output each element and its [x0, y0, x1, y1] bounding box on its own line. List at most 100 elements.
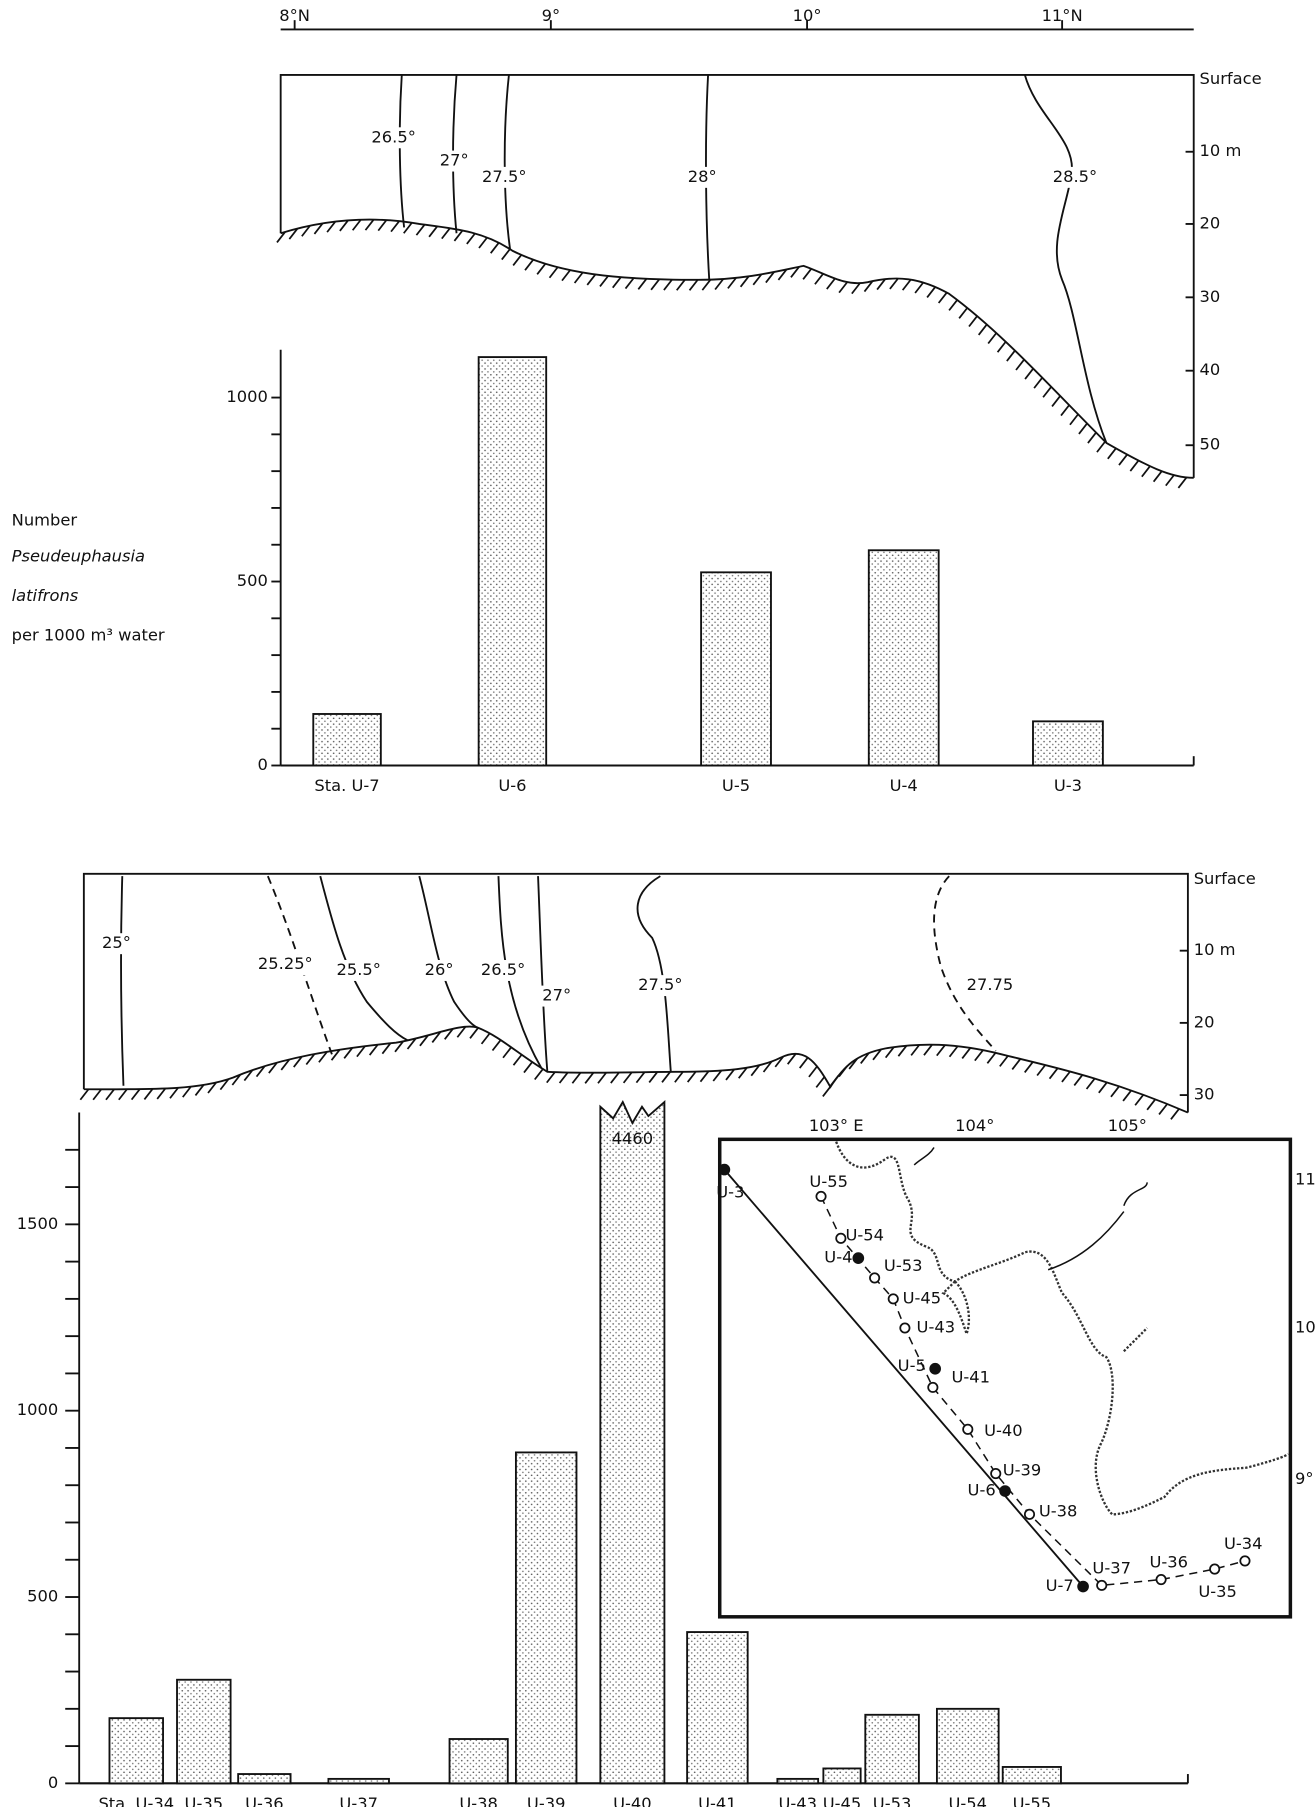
- hatch: [790, 266, 800, 278]
- hatch: [977, 323, 988, 336]
- hatch: [502, 1046, 512, 1059]
- x-tick-label: U-40: [613, 1794, 652, 1807]
- x-tick-label: U-6: [498, 776, 526, 795]
- hatch: [415, 224, 426, 236]
- hatch: [914, 281, 924, 294]
- x-tick-label: U-41: [698, 1794, 737, 1807]
- hatch: [584, 1072, 595, 1084]
- x-tick-label: U-3: [1054, 776, 1082, 795]
- hatch: [637, 278, 648, 290]
- x-tick-label: U-53: [873, 1794, 912, 1807]
- hatch: [822, 1085, 832, 1097]
- hatch: [712, 1070, 723, 1082]
- hatch: [829, 1075, 840, 1087]
- label-bg: [1049, 166, 1101, 188]
- x-tick-label: U-37: [339, 1794, 378, 1807]
- station-label: U-35: [1198, 1582, 1237, 1601]
- hatch: [536, 263, 547, 275]
- hatch: [663, 279, 673, 291]
- lon-label: 105°: [1108, 1116, 1147, 1135]
- bar: [700, 571, 772, 767]
- isotherm-label: 27°: [542, 986, 571, 1005]
- hatch: [1024, 368, 1034, 380]
- hatch: [1165, 474, 1175, 487]
- hatch: [725, 1068, 735, 1081]
- y-tick-label: 1000: [17, 1400, 58, 1419]
- hatch: [786, 1053, 797, 1065]
- depth-label: 10 m: [1200, 141, 1242, 160]
- hatch: [624, 277, 635, 290]
- station-label: U-41: [951, 1368, 990, 1387]
- hatch: [478, 236, 488, 249]
- hatch: [194, 1084, 205, 1096]
- hatch: [491, 1039, 502, 1052]
- hatch: [548, 266, 559, 279]
- y-axis-title: Number: [12, 510, 78, 529]
- hatch: [1152, 470, 1163, 483]
- hatch: [419, 1034, 429, 1047]
- hatch: [897, 1045, 908, 1057]
- hatch: [79, 1088, 90, 1101]
- hatch: [996, 341, 1007, 353]
- hatch: [1177, 476, 1188, 489]
- x-tick-label: U-55: [1013, 1794, 1052, 1807]
- x-tick-label: Sta. U-7: [314, 776, 379, 795]
- hatch: [923, 1044, 933, 1056]
- isotherm-label: 26°: [425, 960, 454, 979]
- hatch: [1042, 386, 1052, 398]
- label-bg: [531, 985, 583, 1007]
- hatch: [130, 1088, 141, 1101]
- depth-label: 30: [1194, 1085, 1215, 1104]
- label-bg: [634, 975, 686, 997]
- hatch: [876, 278, 886, 291]
- hatch: [727, 277, 737, 289]
- hatch: [1146, 1098, 1156, 1111]
- coastline: [835, 1141, 1290, 1516]
- station-label: U-5: [898, 1356, 926, 1375]
- hatch: [699, 1070, 710, 1083]
- isotherm: [933, 875, 997, 1052]
- bar: [237, 1773, 292, 1785]
- station-label: U-43: [917, 1317, 956, 1336]
- depth-label: 20: [1194, 1012, 1215, 1031]
- hatch: [622, 1071, 633, 1084]
- hatch: [1118, 454, 1128, 466]
- hatch: [926, 286, 936, 298]
- bar: [599, 1100, 666, 1785]
- hatch: [815, 1076, 826, 1088]
- x-tick-label: U-36: [245, 1794, 284, 1807]
- hatch: [561, 269, 571, 282]
- hatch: [1060, 404, 1070, 417]
- x-tick-label: U-5: [722, 776, 750, 795]
- station-label: U-45: [903, 1288, 942, 1307]
- hatch: [1024, 1061, 1034, 1073]
- hatch: [156, 1087, 167, 1100]
- hatch: [377, 219, 388, 232]
- station-open: [869, 1272, 881, 1284]
- label-bg: [478, 166, 530, 188]
- hatch: [1073, 1074, 1084, 1086]
- hatch: [1006, 350, 1016, 362]
- hatch: [701, 279, 712, 291]
- x-tick-label: U-54: [949, 1794, 988, 1807]
- station-open: [1155, 1574, 1167, 1586]
- station-solid: [718, 1163, 731, 1176]
- section-frame: [279, 73, 1195, 478]
- x-tick-label: U-45: [823, 1794, 862, 1807]
- isotherm-label: 28.5°: [1053, 167, 1097, 186]
- hatch: [838, 281, 848, 294]
- station-label: U-6: [968, 1481, 996, 1500]
- label-bg: [428, 150, 480, 172]
- hatch: [351, 219, 362, 231]
- hatch: [523, 1061, 533, 1074]
- station-solid: [929, 1362, 941, 1375]
- hatch: [466, 232, 476, 245]
- hatch: [1110, 1085, 1120, 1098]
- hatch: [381, 1042, 392, 1055]
- hatch: [207, 1081, 217, 1094]
- hatch: [1048, 1067, 1059, 1080]
- label-bg: [676, 166, 728, 188]
- isotherm-label: 26.5°: [481, 960, 525, 979]
- hatch: [851, 282, 861, 295]
- isotherm: [120, 876, 125, 1086]
